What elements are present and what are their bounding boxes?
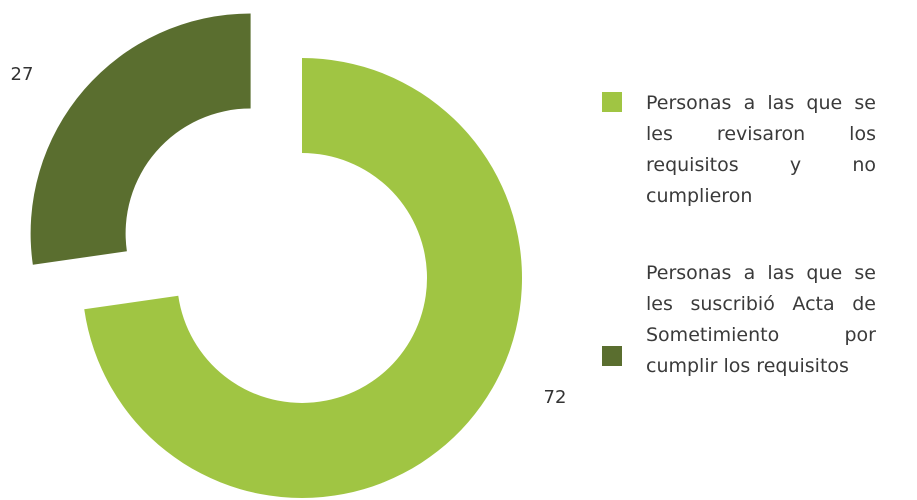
data-label: 27 <box>11 64 34 85</box>
legend-swatch <box>602 92 622 112</box>
data-label: 72 <box>544 387 567 408</box>
legend-label: Personas a las que se les suscribió Acta… <box>646 262 876 377</box>
donut-slice <box>30 13 251 265</box>
legend-label: Personas a las que se les revisaron los … <box>646 92 876 207</box>
donut-slice <box>84 58 523 498</box>
legend-swatch <box>602 346 622 366</box>
